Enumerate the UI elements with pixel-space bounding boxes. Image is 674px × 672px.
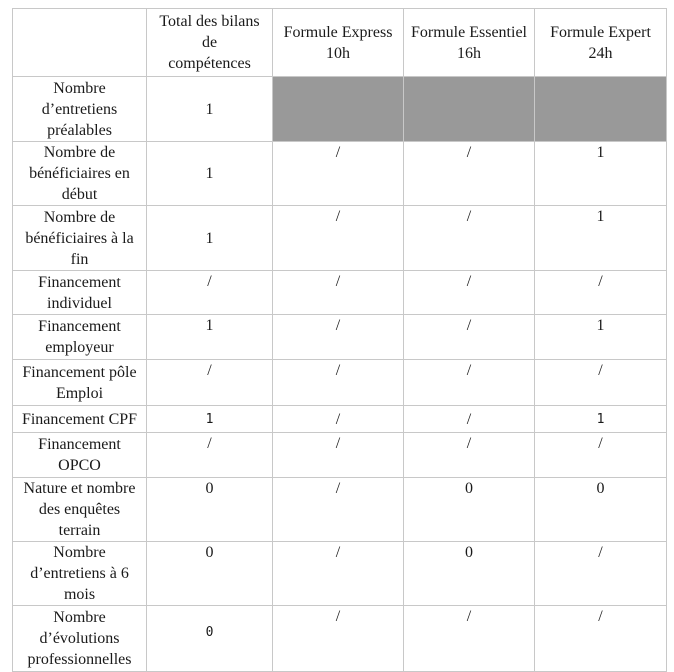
corner-header-empty (12, 8, 147, 77)
cell-value: / (272, 477, 404, 542)
table-row: Nombre de bénéficiaires en début 1 / / 1 (12, 141, 667, 206)
cell-value: / (403, 270, 535, 315)
grayed-cell (272, 76, 404, 142)
row-label-entretiens-6-mois: Nombre d’entretiens à 6 mois (12, 541, 147, 606)
cell-value: / (272, 270, 404, 315)
row-label-beneficiaires-fin: Nombre de bénéficiaires à la fin (12, 205, 147, 271)
column-header-formule-expert: Formule Expert 24h (534, 8, 667, 77)
grayed-cell (403, 76, 535, 142)
cell-value: / (403, 432, 535, 478)
header-row: Total des bilans de compétences Formule … (12, 8, 667, 77)
cell-value: 1 (534, 205, 667, 271)
bilans-competences-table: Total des bilans de compétences Formule … (12, 8, 667, 672)
cell-value: 1 (146, 405, 273, 433)
cell-value: 1 (534, 314, 667, 360)
cell-value: / (403, 205, 535, 271)
cell-value: / (272, 432, 404, 478)
table-row: Financement individuel / / / / (12, 270, 667, 315)
cell-value: / (272, 205, 404, 271)
cell-value: / (272, 405, 404, 433)
cell-value: / (272, 359, 404, 406)
cell-value: 0 (403, 541, 535, 606)
row-label-financement-individuel: Financement individuel (12, 270, 147, 315)
cell-value: / (534, 605, 667, 672)
row-label-beneficiaires-debut: Nombre de bénéficiaires en début (12, 141, 147, 206)
cell-value: / (403, 605, 535, 672)
cell-value: / (403, 405, 535, 433)
cell-value: / (534, 541, 667, 606)
column-header-formule-essentiel: Formule Essentiel 16h (403, 8, 535, 77)
row-label-financement-pole-emploi: Financement pôle Emploi (12, 359, 147, 406)
table-row: Financement OPCO / / / / (12, 432, 667, 478)
cell-value: / (272, 605, 404, 672)
row-label-financement-cpf: Financement CPF (12, 405, 147, 433)
row-label-evolutions-professionnelles: Nombre d’évolutions professionnelles (12, 605, 147, 672)
cell-value: / (534, 432, 667, 478)
cell-value: 1 (534, 141, 667, 206)
cell-value: / (403, 314, 535, 360)
column-header-total: Total des bilans de compétences (146, 8, 273, 77)
table-row: Nombre de bénéficiaires à la fin 1 / / 1 (12, 205, 667, 271)
cell-value: / (403, 359, 535, 406)
row-label-entretiens-prealables: Nombre d’entretiens préalables (12, 76, 147, 142)
cell-value: / (534, 270, 667, 315)
cell-value: 0 (146, 477, 273, 542)
row-label-financement-employeur: Financement employeur (12, 314, 147, 360)
cell-value: / (534, 359, 667, 406)
table-row: Financement CPF 1 / / 1 (12, 405, 667, 433)
cell-value: 0 (403, 477, 535, 542)
cell-value: 0 (146, 541, 273, 606)
cell-value: 1 (146, 76, 273, 142)
cell-value: / (272, 541, 404, 606)
table-row: Financement pôle Emploi / / / / (12, 359, 667, 406)
cell-value: / (146, 270, 273, 315)
grayed-cell (534, 76, 667, 142)
table-row: Nombre d’entretiens à 6 mois 0 / 0 / (12, 541, 667, 606)
cell-value: 0 (534, 477, 667, 542)
cell-value: / (146, 432, 273, 478)
table-row: Financement employeur 1 / / 1 (12, 314, 667, 360)
cell-value: / (272, 141, 404, 206)
table-row: Nombre d’entretiens préalables 1 (12, 76, 667, 142)
cell-value: / (146, 359, 273, 406)
table-row: Nature et nombre des enquêtes terrain 0 … (12, 477, 667, 542)
cell-value: 0 (146, 605, 273, 672)
column-header-formule-express: Formule Express 10h (272, 8, 404, 77)
cell-value: / (403, 141, 535, 206)
table-row: Nombre d’évolutions professionnelles 0 /… (12, 605, 667, 672)
cell-value: 1 (146, 141, 273, 206)
cell-value: 1 (146, 314, 273, 360)
row-label-enquetes-terrain: Nature et nombre des enquêtes terrain (12, 477, 147, 542)
cell-value: 1 (534, 405, 667, 433)
row-label-financement-opco: Financement OPCO (12, 432, 147, 478)
cell-value: 1 (146, 205, 273, 271)
cell-value: / (272, 314, 404, 360)
